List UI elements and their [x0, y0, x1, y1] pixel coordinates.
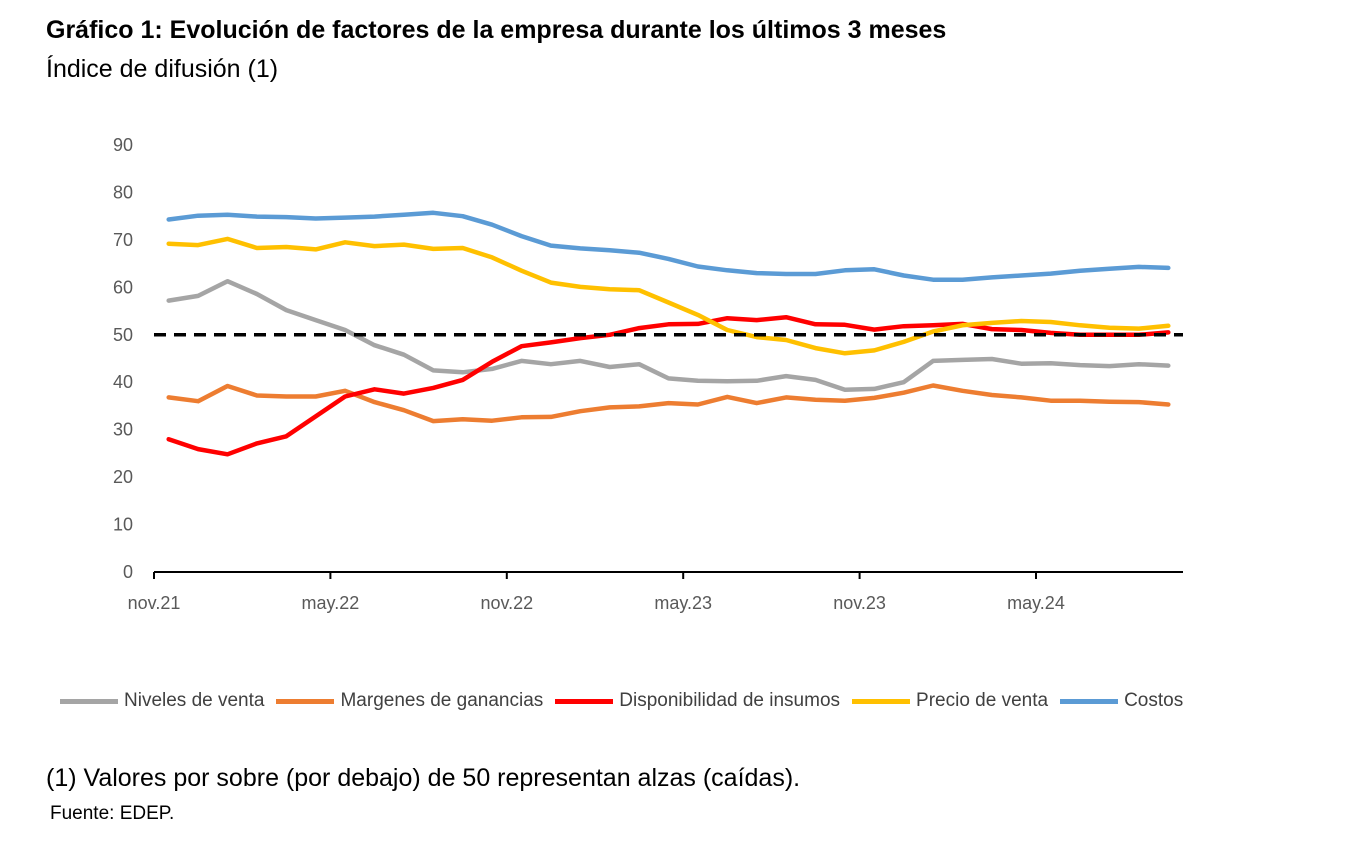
legend-item: Precio de venta: [852, 690, 1048, 712]
x-axis: nov.21 may.22 nov.22 may.23 nov.23 may.24: [128, 571, 1183, 613]
y-tick-label: 0: [123, 562, 133, 582]
y-tick-label: 60: [113, 277, 133, 297]
legend-label: Disponibilidad de insumos: [619, 690, 841, 711]
series-line: [166, 210, 1171, 282]
y-tick-label: 40: [113, 372, 133, 392]
x-tick-label: nov.22: [480, 593, 533, 613]
legend-label: Costos: [1124, 690, 1184, 711]
footnote: (1) Valores por sobre (por debajo) de 50…: [46, 764, 801, 792]
legend-item: Niveles de venta: [60, 690, 264, 712]
x-tick-label: may.23: [654, 593, 712, 613]
legend-label: Margenes de ganancias: [340, 690, 544, 711]
series-line: [166, 314, 1171, 457]
series-line: [166, 383, 1171, 424]
x-tick-label: may.24: [1007, 593, 1065, 613]
y-axis-ticks: 0 10 20 30 40 50 60 70 80 90: [113, 135, 133, 582]
y-tick-label: 30: [113, 420, 133, 440]
y-tick-label: 20: [113, 467, 133, 487]
source-note: Fuente: EDEP.: [50, 803, 175, 824]
chart-subtitle: Índice de difusión (1): [46, 55, 279, 83]
series-line: [166, 278, 1171, 393]
legend-swatch: [555, 698, 614, 704]
x-tick-label: nov.21: [128, 593, 181, 613]
legend-swatch: [60, 698, 118, 704]
y-tick-label: 50: [113, 325, 133, 345]
legend-swatch: [852, 698, 911, 704]
legend-item: Costos: [1060, 690, 1183, 712]
x-tick-label: nov.23: [833, 593, 886, 613]
legend-item: Disponibilidad de insumos: [555, 690, 840, 712]
x-tick-label: may.22: [302, 593, 360, 613]
legend-label: Niveles de venta: [124, 690, 265, 711]
legend-label: Precio de venta: [916, 690, 1049, 711]
chart-title: Gráfico 1: Evolución de factores de la e…: [46, 16, 947, 44]
series-line: [166, 236, 1171, 356]
legend-swatch: [1060, 698, 1119, 704]
y-tick-label: 90: [113, 135, 133, 155]
y-tick-label: 10: [113, 515, 133, 535]
legend-item: Margenes de ganancias: [276, 690, 543, 712]
legend-swatch: [276, 698, 335, 704]
y-tick-label: 70: [113, 230, 133, 250]
legend: Niveles de venta Margenes de ganancias Dis…: [60, 690, 1195, 712]
y-tick-label: 80: [113, 182, 133, 202]
series-lines: [154, 210, 1183, 457]
